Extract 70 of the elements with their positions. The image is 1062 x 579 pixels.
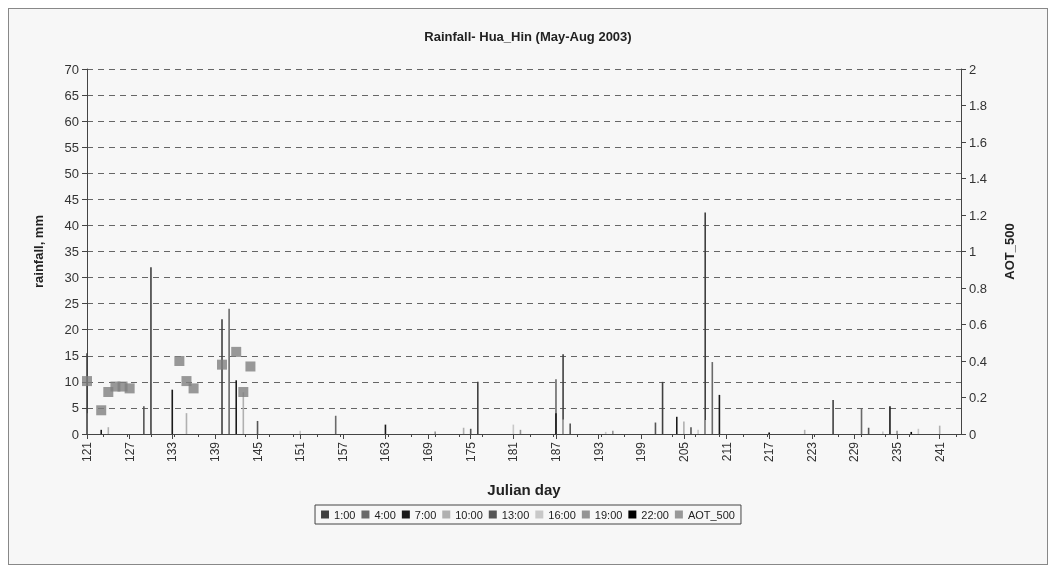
x-tick-label: 169 <box>421 441 436 463</box>
y-tick-label: 40 <box>64 217 79 233</box>
legend-label: 1:00 <box>334 508 356 521</box>
y2-tick-label: 1.4 <box>969 171 988 186</box>
x-tick-label: 121 <box>80 441 94 463</box>
y-tick-label: 45 <box>64 191 79 207</box>
x-tick-label: 139 <box>207 441 222 463</box>
legend-label: 22:00 <box>641 508 669 521</box>
y-tick-label: 30 <box>64 270 79 286</box>
y2-tick-label: 1.6 <box>969 134 988 150</box>
y-tick-label: 5 <box>71 400 79 416</box>
point <box>82 376 92 387</box>
x-tick-label: 187 <box>548 441 563 463</box>
y-tick-label: 50 <box>64 165 79 181</box>
x-tick-label: 235 <box>890 441 905 463</box>
y2-tick-label: 1.2 <box>969 207 988 223</box>
legend-label: 13:00 <box>501 508 530 521</box>
y-tick-label: 65 <box>64 87 79 103</box>
y-tick-label: 55 <box>64 139 79 155</box>
x-tick-label: 181 <box>506 441 521 463</box>
point <box>217 359 228 370</box>
legend-label: 10:00 <box>455 508 483 521</box>
y2-tick-label: 0.2 <box>969 390 988 405</box>
legend-label: AOT_500 <box>687 508 735 521</box>
chart-title: Rainfall- Hua_Hin (May-Aug 2003) <box>424 29 632 44</box>
y2-axis-title: AOT_500 <box>1002 223 1017 280</box>
y-tick-label: 0 <box>71 426 79 442</box>
x-tick-label: 151 <box>293 441 308 463</box>
legend-label: 19:00 <box>594 508 623 521</box>
y-tick-label: 15 <box>64 348 79 364</box>
point <box>124 383 135 394</box>
y-axis-title: rainfall, mm <box>31 215 46 288</box>
point <box>96 405 107 416</box>
point <box>231 346 242 357</box>
point <box>181 376 192 387</box>
y2-tick-label: 0.4 <box>969 353 988 369</box>
y-tick-label: 25 <box>64 296 79 312</box>
y2-tick-label: 0 <box>969 426 977 442</box>
x-tick-label: 205 <box>676 441 691 463</box>
y-tick-label: 60 <box>64 113 79 129</box>
x-tick-label: 193 <box>591 441 606 463</box>
y2-tick-label: 2 <box>969 61 977 77</box>
x-tick-label: 217 <box>762 441 777 463</box>
point <box>238 387 249 398</box>
x-tick-label: 127 <box>122 441 137 463</box>
point <box>188 383 199 394</box>
point <box>245 361 256 372</box>
x-tick-label: 229 <box>847 441 862 463</box>
x-tick-label: 157 <box>335 441 350 463</box>
y2-tick-label: 1.8 <box>969 98 988 113</box>
legend-label: 16:00 <box>548 508 576 521</box>
x-axis-title: Julian day <box>487 481 562 498</box>
point <box>174 356 185 366</box>
x-tick-label: 175 <box>463 441 478 463</box>
y-tick-label: 35 <box>64 244 79 259</box>
y2-tick-label: 0.8 <box>969 280 988 296</box>
x-tick-label: 211 <box>719 441 734 462</box>
x-tick-label: 241 <box>932 441 947 463</box>
y2-tick-label: 1 <box>969 244 977 259</box>
legend-label: 7:00 <box>414 508 437 521</box>
x-tick-label: 133 <box>165 441 180 463</box>
y2-tick-label: 0.6 <box>969 317 988 332</box>
y-tick-label: 70 <box>64 61 79 77</box>
x-tick-label: 223 <box>804 441 819 463</box>
y-tick-label: 10 <box>64 374 79 390</box>
legend-label: 4:00 <box>374 508 396 521</box>
y-tick-label: 20 <box>64 322 79 338</box>
x-tick-label: 163 <box>378 441 393 463</box>
x-tick-label: 199 <box>634 441 649 463</box>
x-tick-label: 145 <box>250 441 265 463</box>
